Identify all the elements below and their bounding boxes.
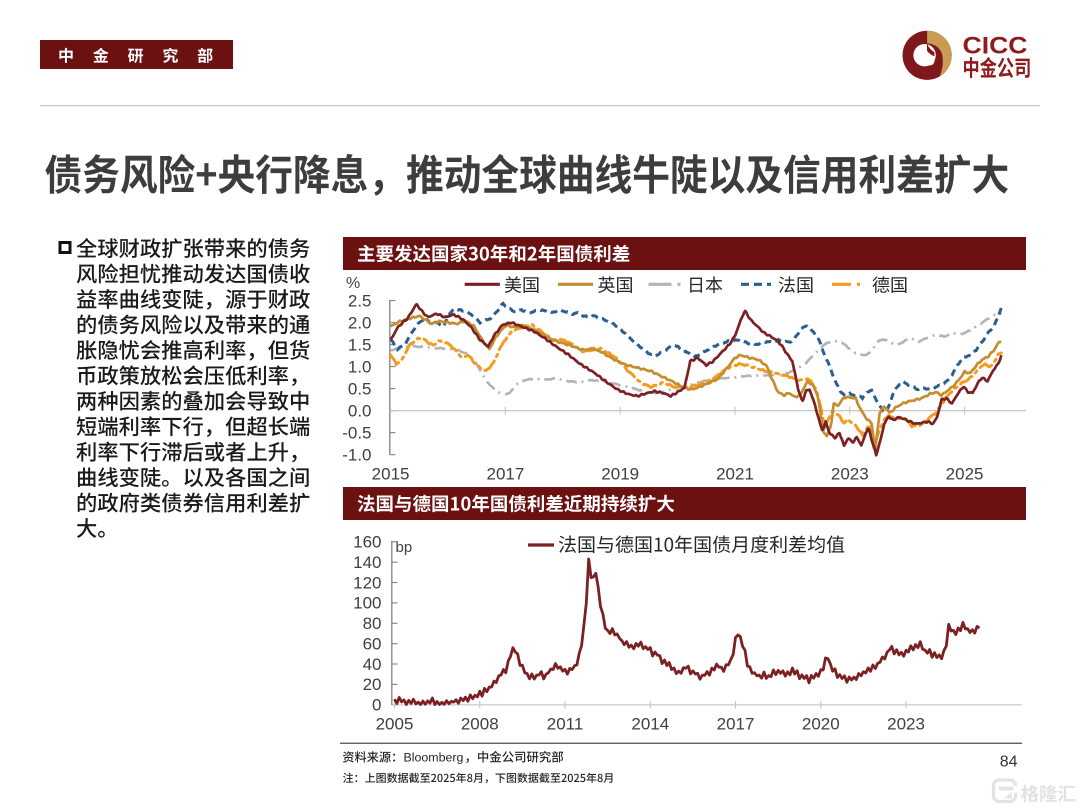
svg-text:2.5: 2.5: [348, 291, 372, 310]
svg-text:0.0: 0.0: [348, 401, 372, 420]
svg-text:2023: 2023: [887, 715, 925, 734]
svg-text:2019: 2019: [601, 465, 639, 484]
svg-text:bp: bp: [396, 539, 413, 556]
svg-text:2011: 2011: [547, 715, 584, 734]
svg-text:1.0: 1.0: [348, 357, 372, 376]
svg-text:120: 120: [353, 573, 381, 592]
svg-text:0.5: 0.5: [348, 379, 372, 398]
svg-text:20: 20: [363, 675, 382, 694]
svg-text:2015: 2015: [372, 465, 410, 484]
svg-text:2021: 2021: [716, 465, 754, 484]
svg-text:60: 60: [363, 634, 382, 653]
svg-text:-1.0: -1.0: [342, 445, 371, 464]
svg-text:1.5: 1.5: [348, 335, 372, 354]
svg-text:2008: 2008: [461, 715, 499, 734]
svg-text:40: 40: [363, 655, 382, 674]
svg-text:2.0: 2.0: [348, 313, 372, 332]
svg-text:84: 84: [1000, 754, 1018, 771]
svg-text:CICC: CICC: [963, 33, 1028, 60]
svg-text:2005: 2005: [376, 715, 414, 734]
svg-text:2023: 2023: [831, 465, 869, 484]
svg-text:2017: 2017: [717, 715, 755, 734]
svg-text:2020: 2020: [802, 715, 840, 734]
svg-text:140: 140: [353, 553, 381, 572]
svg-text:80: 80: [363, 614, 382, 633]
svg-text:2014: 2014: [631, 715, 669, 734]
svg-text:2017: 2017: [486, 465, 524, 484]
svg-text:-0.5: -0.5: [342, 423, 371, 442]
svg-text:%: %: [346, 275, 360, 292]
svg-text:100: 100: [353, 594, 381, 613]
svg-text:2025: 2025: [946, 465, 984, 484]
svg-text:0: 0: [372, 696, 381, 715]
svg-text:160: 160: [353, 533, 381, 552]
svg-text:Bloomberg: Bloomberg: [404, 751, 464, 765]
